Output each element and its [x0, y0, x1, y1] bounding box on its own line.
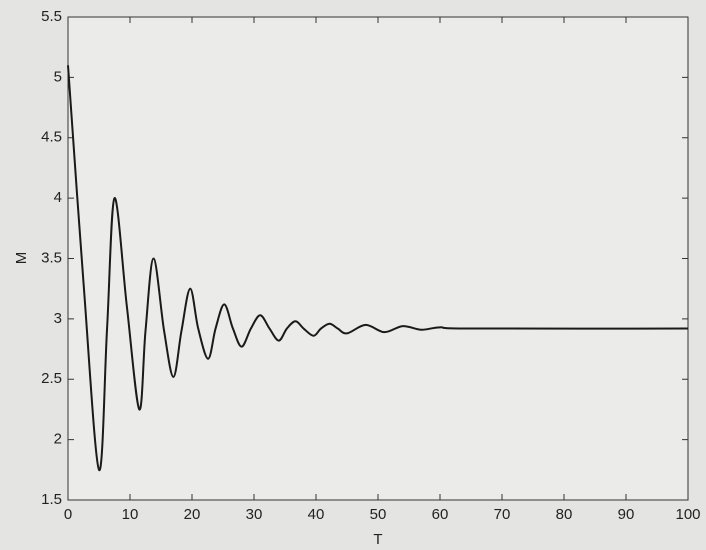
- y-tick-label: 5.5: [41, 8, 62, 25]
- x-tick-label: 90: [618, 506, 635, 523]
- x-tick-label: 100: [675, 506, 700, 523]
- plot-area: [68, 17, 688, 500]
- x-tick-label: 50: [370, 506, 387, 523]
- data-line: [67, 65, 689, 471]
- x-tick-label: 0: [64, 506, 72, 523]
- y-tick-label: 5: [54, 68, 62, 85]
- y-tick-label: 3.5: [41, 249, 62, 266]
- x-tick-label: 30: [246, 506, 263, 523]
- x-tick-label: 80: [556, 506, 573, 523]
- x-tick-label: 60: [432, 506, 449, 523]
- x-tick-label: 10: [122, 506, 139, 523]
- y-tick-label: 1.5: [41, 491, 62, 508]
- y-tick-label: 3: [54, 310, 62, 327]
- y-tick-label: 4.5: [41, 129, 62, 146]
- y-tick-label: 2: [54, 431, 62, 448]
- y-tick-label: 4: [54, 189, 62, 206]
- x-axis-label: T: [373, 531, 382, 548]
- x-tick-label: 70: [494, 506, 511, 523]
- x-tick-label: 40: [308, 506, 325, 523]
- x-tick-label: 20: [184, 506, 201, 523]
- y-tick-label: 2.5: [41, 370, 62, 387]
- y-axis-label: M: [13, 252, 30, 265]
